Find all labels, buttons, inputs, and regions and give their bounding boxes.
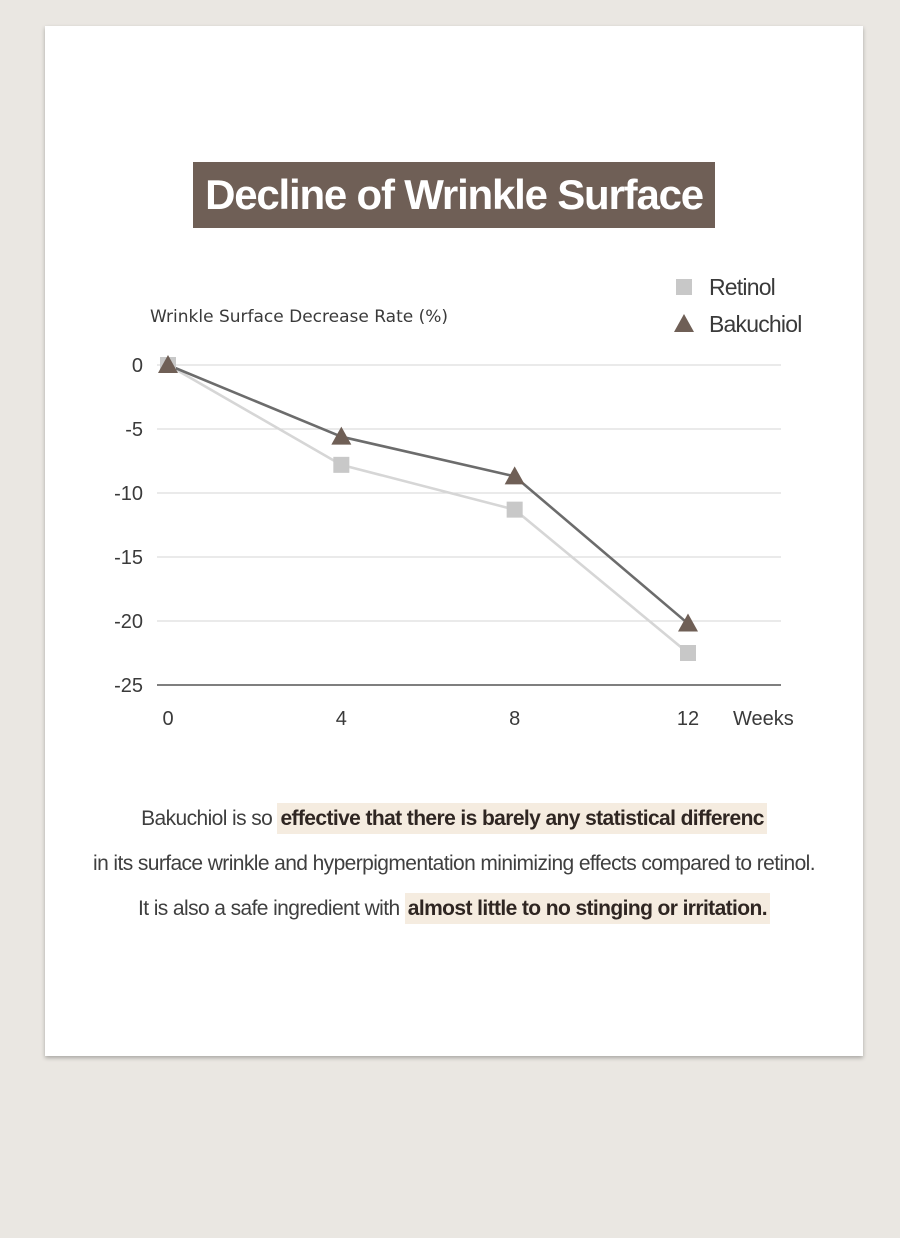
x-tick-label: 8	[509, 708, 520, 730]
data-point-bakuchiol	[678, 613, 698, 632]
description-line-1-highlight: effective that there is barely any stati…	[277, 803, 767, 834]
data-point-bakuchiol	[504, 466, 525, 485]
chart-card: Decline of Wrinkle Surface 0 -5 -10 -15 -20 -…	[45, 26, 863, 1056]
y-axis-title: Wrinkle Surface Decrease Rate (%)	[150, 307, 448, 327]
legend-label-bakuchiol: Bakuchiol	[709, 311, 802, 337]
x-tick-label: 4	[336, 708, 347, 730]
description-line-2: in its surface wrinkle and hyperpigmenta…	[93, 852, 816, 875]
x-axis-title: Weeks	[733, 708, 794, 730]
y-tick-label: -20	[114, 611, 143, 633]
data-point-retinol	[680, 645, 696, 661]
data-point-bakuchiol	[331, 426, 352, 445]
x-tick-label: 12	[677, 708, 699, 730]
data-point-retinol	[506, 501, 523, 518]
y-tick-label: -15	[114, 547, 143, 569]
line-chart: 0 -5 -10 -15 -20 -25 0 4 8 12 Weeks Wrinkle Surface…	[114, 274, 802, 730]
series-line-retinol	[167, 363, 689, 655]
description-line-1-plain: Bakuchiol is so	[141, 807, 278, 830]
y-tick-label: -5	[125, 419, 143, 441]
legend-label-retinol: Retinol	[709, 274, 775, 300]
x-tick-label: 0	[162, 708, 173, 730]
legend-marker-bakuchiol	[674, 314, 694, 332]
title-wrapper: Decline of Wrinkle Surface	[45, 162, 863, 228]
data-point-bakuchiol	[158, 355, 178, 373]
description-line-3: It is also a safe ingredient with almost…	[45, 886, 863, 931]
chart-title: Decline of Wrinkle Surface	[193, 162, 715, 228]
series-line-bakuchiol	[167, 363, 689, 625]
legend-marker-retinol	[676, 279, 692, 295]
y-tick-label: -25	[114, 675, 143, 697]
data-point-retinol	[333, 456, 350, 473]
y-tick-label: 0	[132, 355, 143, 377]
y-tick-label: -10	[114, 483, 143, 505]
description-line-1: Bakuchiol is so effective that there is …	[45, 796, 863, 841]
description-line-3-plain: It is also a safe ingredient with	[138, 897, 405, 920]
description-line-3-highlight: almost little to no stinging or irritati…	[404, 893, 770, 924]
description-text: Bakuchiol is so effective that there is …	[45, 796, 863, 931]
